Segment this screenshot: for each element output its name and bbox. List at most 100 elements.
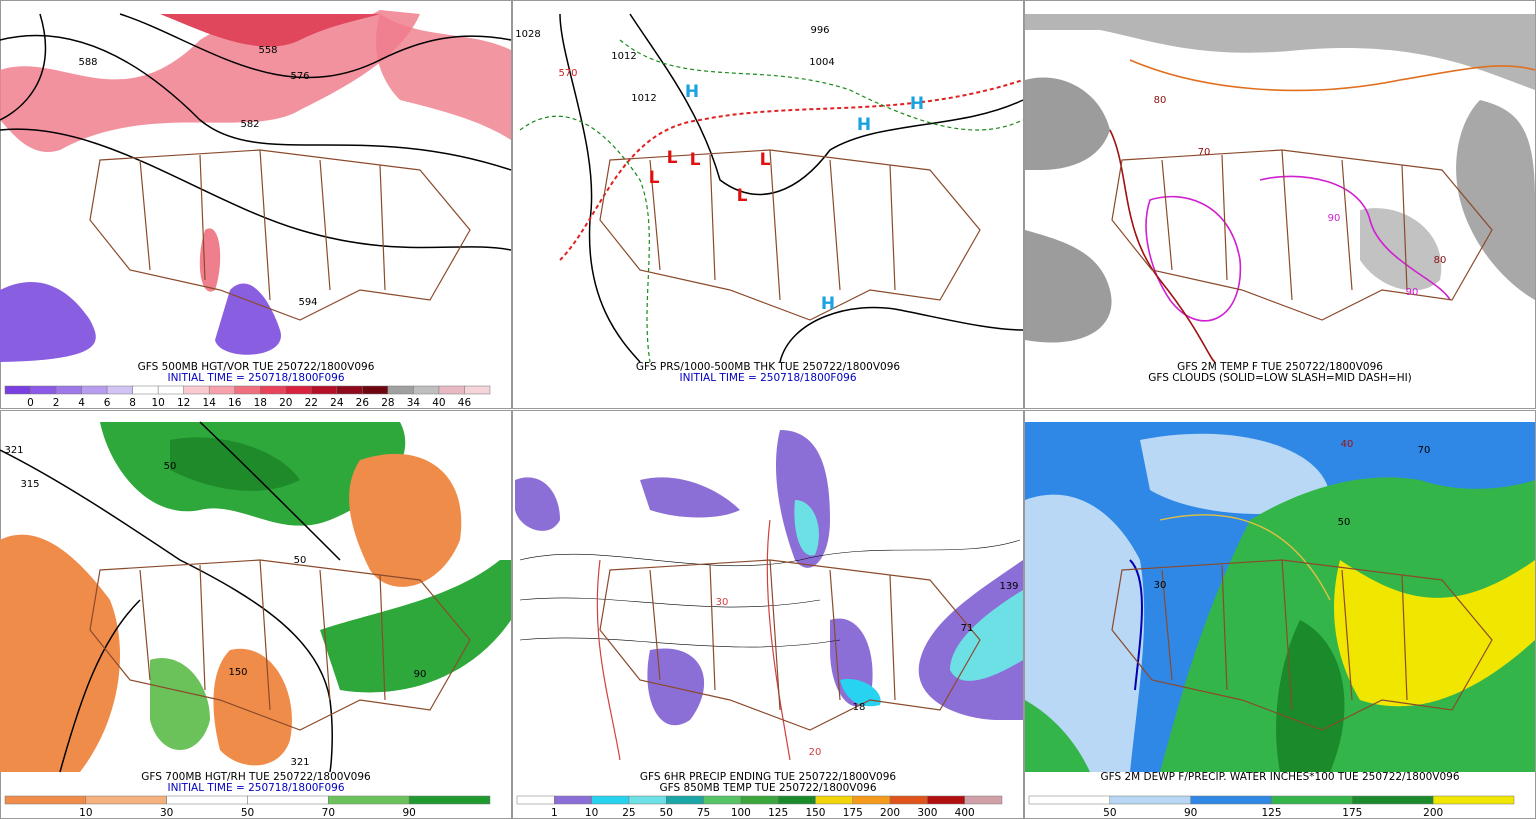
colorbar-label: 0 bbox=[27, 397, 34, 409]
colorbar-label: 14 bbox=[203, 397, 217, 409]
map-label: H bbox=[857, 115, 871, 135]
map-label: 996 bbox=[810, 25, 829, 36]
caption: GFS 850MB TEMP TUE 250722/1800V096 bbox=[659, 782, 876, 794]
caption: INITIAL TIME = 250718/1800F096 bbox=[167, 372, 344, 384]
colorbar-swatch bbox=[408, 795, 491, 805]
map-label: 30 bbox=[1154, 580, 1167, 591]
colorbar-swatch bbox=[30, 385, 57, 395]
caption: GFS 2M DEWP F/PRECIP. WATER INCHES*100 T… bbox=[1100, 771, 1459, 783]
map-label: 50 bbox=[164, 461, 177, 472]
caption: GFS CLOUDS (SOLID=LOW SLASH=MID DASH=HI) bbox=[1148, 372, 1412, 384]
map-temperature bbox=[1025, 14, 1536, 363]
colorbar-label: 90 bbox=[402, 807, 415, 819]
colorbar-swatch bbox=[413, 385, 440, 395]
map-label: 80 bbox=[1434, 255, 1447, 266]
colorbar-swatch bbox=[166, 795, 248, 805]
colorbar-swatch bbox=[665, 795, 704, 805]
colorbar-label: 70 bbox=[322, 807, 335, 819]
map-label: 321 bbox=[4, 445, 23, 456]
colorbar-label: 6 bbox=[104, 397, 111, 409]
colorbar-swatch bbox=[554, 795, 592, 805]
colorbar-swatch bbox=[927, 795, 965, 805]
map-label: 1004 bbox=[809, 57, 834, 68]
colorbar-swatch bbox=[438, 385, 465, 395]
map-label: 20 bbox=[809, 747, 822, 758]
colorbar-label: 175 bbox=[843, 807, 863, 819]
colorbar-swatch bbox=[815, 795, 854, 805]
map-label: 570 bbox=[558, 68, 577, 79]
colorbar-swatch bbox=[889, 795, 928, 805]
map-label: 50 bbox=[294, 555, 307, 566]
colorbar-label: 16 bbox=[228, 397, 242, 409]
map-label: 90 bbox=[1328, 213, 1341, 224]
map-label: 558 bbox=[258, 45, 277, 56]
map-label: H bbox=[910, 94, 924, 114]
map-label: 315 bbox=[20, 479, 39, 490]
map-label: 30 bbox=[716, 597, 729, 608]
colorbar-swatch bbox=[1109, 795, 1191, 805]
colorbar-label: 4 bbox=[78, 397, 85, 409]
colorbar-swatch bbox=[260, 385, 287, 395]
colorbar-label: 50 bbox=[241, 807, 254, 819]
map-label: L bbox=[667, 148, 678, 168]
map-label: 1012 bbox=[631, 93, 656, 104]
colorbar-label: 50 bbox=[660, 807, 673, 819]
colorbar-swatch bbox=[132, 385, 159, 395]
colorbar-label: 200 bbox=[1423, 807, 1443, 819]
colorbar-label: 46 bbox=[458, 397, 472, 409]
colorbar-swatch bbox=[777, 795, 816, 805]
colorbar-label: 125 bbox=[768, 807, 788, 819]
map-label: 80 bbox=[1154, 95, 1167, 106]
colorbar-label: 12 bbox=[177, 397, 190, 409]
map-humidity bbox=[0, 421, 511, 773]
colorbar-swatch bbox=[55, 385, 82, 395]
colorbar-swatch bbox=[1432, 795, 1515, 805]
colorbar-swatch bbox=[464, 385, 491, 395]
caption: GFS 6HR PRECIP ENDING TUE 250722/1800V09… bbox=[640, 771, 897, 783]
colorbar-label: 10 bbox=[585, 807, 598, 819]
colorbar-swatch bbox=[628, 795, 667, 805]
map-label: 18 bbox=[853, 702, 866, 713]
colorbar-label: 90 bbox=[1184, 807, 1197, 819]
colorbar-swatch bbox=[208, 385, 235, 395]
map-label: 321 bbox=[290, 757, 309, 768]
colorbar-swatch bbox=[964, 795, 1003, 805]
map-label: 70 bbox=[1198, 147, 1211, 158]
colorbar-label: 10 bbox=[79, 807, 92, 819]
map-label: L bbox=[690, 150, 701, 170]
colorbar-label: 400 bbox=[955, 807, 975, 819]
colorbar-label: 24 bbox=[330, 397, 344, 409]
colorbar-label: 34 bbox=[407, 397, 421, 409]
map-label: 90 bbox=[414, 669, 427, 680]
colorbar-label: 175 bbox=[1342, 807, 1362, 819]
map-label: 40 bbox=[1341, 439, 1354, 450]
colorbar-swatch bbox=[1271, 795, 1353, 805]
colorbar-swatch bbox=[328, 795, 410, 805]
map-label: 150 bbox=[228, 667, 247, 678]
caption: GFS PRS/1000-500MB THK TUE 250722/1800V0… bbox=[636, 361, 900, 373]
map-label: 70 bbox=[1418, 445, 1431, 456]
colorbar-label: 18 bbox=[254, 397, 267, 409]
caption: INITIAL TIME = 250718/1800F096 bbox=[167, 782, 344, 794]
colorbar-swatch bbox=[85, 795, 167, 805]
colorbar-swatch bbox=[516, 795, 555, 805]
caption: INITIAL TIME = 250718/1800F096 bbox=[679, 372, 856, 384]
map-label: H bbox=[821, 294, 835, 314]
colorbar-label: 50 bbox=[1103, 807, 1116, 819]
colorbar-swatch bbox=[852, 795, 891, 805]
colorbar-swatch bbox=[4, 385, 31, 395]
colorbar-swatch bbox=[311, 385, 338, 395]
colorbar-swatch bbox=[591, 795, 630, 805]
colorbar-swatch bbox=[740, 795, 779, 805]
caption: GFS 2M TEMP F TUE 250722/1800V096 bbox=[1177, 361, 1383, 373]
map-dewpoint bbox=[1025, 422, 1535, 772]
colorbar-swatch bbox=[1028, 795, 1111, 805]
colorbar-swatch bbox=[703, 795, 742, 805]
colorbar-swatch bbox=[183, 385, 210, 395]
colorbar-label: 20 bbox=[279, 397, 292, 409]
map-label: 1028 bbox=[515, 29, 540, 40]
map-label: L bbox=[760, 150, 771, 170]
colorbar-label: 150 bbox=[805, 807, 825, 819]
colorbar-label: 300 bbox=[917, 807, 937, 819]
